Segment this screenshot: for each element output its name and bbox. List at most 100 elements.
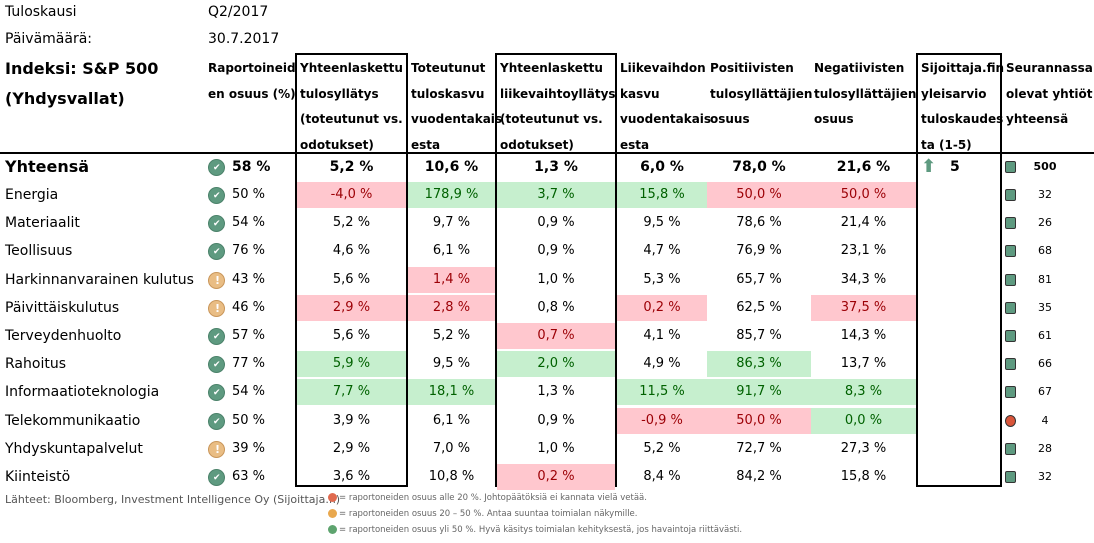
cell-eps-growth: 2,8 % [408,294,495,321]
cell-eps-growth: 178,9 % [408,182,495,208]
col-header-positive: Positiivisten tulosyllättäjien osuus [710,61,813,126]
green-status-icon [1005,330,1016,342]
table-row: Rahoitus 77 % 5,9 % 9,5 % 2,0 % 4,9 % 86,3 % 13… [0,351,1094,379]
cell-negative: 27,3 % [840,440,887,456]
col-header-rev-surprise: Yhteenlaskettu liikevaihtoyllätys (toteu… [500,61,616,152]
cell-eps-growth: 18,1 % [408,379,495,406]
table-row: Teollisuus 76 % 4,6 % 6,1 % 0,9 % 4,7 % 76,9 %… [0,238,1094,266]
sector-name: Kiinteistö [5,469,71,485]
cell-eps-surprise: 2,9 % [297,294,406,321]
cell-eps-growth: 9,5 % [432,356,471,372]
sources-text: Lähteet: Bloomberg, Investment Intellige… [5,493,341,506]
warning-circle-icon [208,440,225,458]
cell-negative: 34,3 % [840,271,887,287]
sector-name: Teollisuus [5,243,73,260]
cell-eps-growth: 5,2 % [432,328,471,343]
cell-rev-surprise: 0,9 % [537,412,575,428]
cell-rev-growth: 5,2 % [643,440,681,456]
green-status-icon [1005,301,1016,314]
check-circle-icon [208,356,225,374]
cell-negative: 37,5 % [811,294,916,321]
cell-eps-surprise: 3,9 % [332,412,371,428]
cell-rev-surprise: 0,9 % [537,243,575,259]
green-status-icon [1005,245,1016,258]
green-status-icon [1005,471,1016,483]
eps-surprise-column-frame [295,53,408,487]
green-status-icon [1005,189,1016,201]
cell-positive: 50,0 % [707,407,811,434]
check-circle-icon [208,328,225,345]
table-row: Energia50 %-4,0 %178,9 %3,7 %15,8 %50,0 … [0,182,1094,210]
cell-negative: 15,8 % [840,469,887,484]
cell-eps-growth: 1,4 % [408,266,495,293]
cell-rev-growth: 9,5 % [643,215,681,231]
legend-text: = raportoneiden osuus 20 – 50 %. Antaa s… [339,509,638,519]
followed-count: 32 [1038,470,1052,483]
followed-count: 61 [1038,329,1052,342]
reported-share: 39 % [232,440,266,456]
reported-share: 63 % [232,469,266,484]
cell-rev-growth: 4,9 % [643,356,681,372]
col-header-eps-growth: Toteutunut tuloskasvu vuodentakais esta [411,61,503,152]
sector-name: Harkinnanvarainen kulutus [5,271,194,288]
green-status-icon [1005,217,1016,230]
cell-negative: 21,4 % [840,215,887,231]
col-header-reported: Raportoineid en osuus (%) [208,61,296,101]
cell-positive: 65,7 % [736,271,782,287]
col-header-eps-surprise: Yhteenlaskettu tulosyllätys (toteutunut … [300,61,403,152]
followed-count: 35 [1038,300,1052,314]
col-header-rev-growth: Liikevaihdon kasvu vuodentakais esta [620,61,712,152]
cell-rev-growth: 8,4 % [643,469,681,484]
cell-rev-surprise: 0,2 % [497,464,615,490]
sector-name: Materiaalit [5,215,80,232]
cell-eps-surprise: 2,9 % [332,440,371,456]
rating-column-frame [916,53,1002,487]
arrow-up-icon: ⬆ [921,156,937,177]
table-row: Päivittäiskulutus 46 % 2,9 %2,8 % 0,8 % 0,2 … [0,294,1094,323]
red-status-icon [1005,414,1016,427]
cell-rev-surprise: 1,0 % [537,271,575,287]
orange-warning-icon [328,509,337,518]
cell-eps-growth: 9,7 % [432,215,471,231]
cell-rev-surprise: 0,7 % [497,323,615,349]
cell-eps-surprise: -4,0 % [297,182,406,208]
col-header-negative: Negatiivisten tulosyllättäjien osuus [814,61,917,126]
col-header-followed: Seurannassa olevat yhtiöt yhteensä [1006,61,1093,126]
cell-eps-growth: 6,1 % [432,412,471,428]
red-x-icon [328,493,337,502]
cell-eps-surprise: 5,9 % [297,351,406,378]
table-row: Informaatioteknologia 54 % 7,7 %18,1 % 1,3 … [0,379,1094,407]
followed-count: 28 [1038,441,1052,455]
cell-positive: 78,0 % [732,159,786,175]
green-status-icon [1005,358,1016,371]
check-circle-icon [208,159,225,176]
check-circle-icon [208,215,225,233]
cell-eps-surprise: 5,6 % [332,328,371,343]
cell-eps-surprise: 5,6 % [332,271,371,287]
reported-share: 58 % [232,159,271,175]
table-row: Kiinteistö 63 % 3,6 % 10,8 % 0,2 % 8,4 % 84,2 … [0,464,1094,492]
check-circle-icon [208,469,225,486]
check-circle-icon [208,384,225,402]
date-value: 30.7.2017 [208,31,280,47]
cell-rev-surprise: 1,0 % [537,440,575,456]
reported-share: 54 % [232,215,266,231]
date-label: Päivämäärä: [5,31,92,47]
cell-rev-growth: 6,0 % [640,159,684,175]
cell-negative: 21,6 % [836,159,891,175]
sector-name: Yhdyskuntapalvelut [5,440,143,457]
cell-negative: 8,3 % [811,379,916,406]
period-value: Q2/2017 [208,4,269,20]
cell-positive: 91,7 % [707,379,811,406]
cell-eps-growth: 7,0 % [432,440,471,456]
reported-share: 46 % [232,299,266,315]
cell-positive: 50,0 % [707,182,811,208]
sector-name: Rahoitus [5,356,66,373]
followed-count: 26 [1038,216,1052,230]
cell-rev-growth: 11,5 % [617,379,707,406]
table-row: Yhdyskuntapalvelut 39 % 2,9 % 7,0 % 1,0 % 5,2… [0,436,1094,464]
cell-rev-growth: 5,3 % [643,271,681,287]
cell-positive: 84,2 % [736,469,782,484]
reported-share: 57 % [232,328,266,343]
index-region: (Yhdysvallat) [5,89,125,108]
